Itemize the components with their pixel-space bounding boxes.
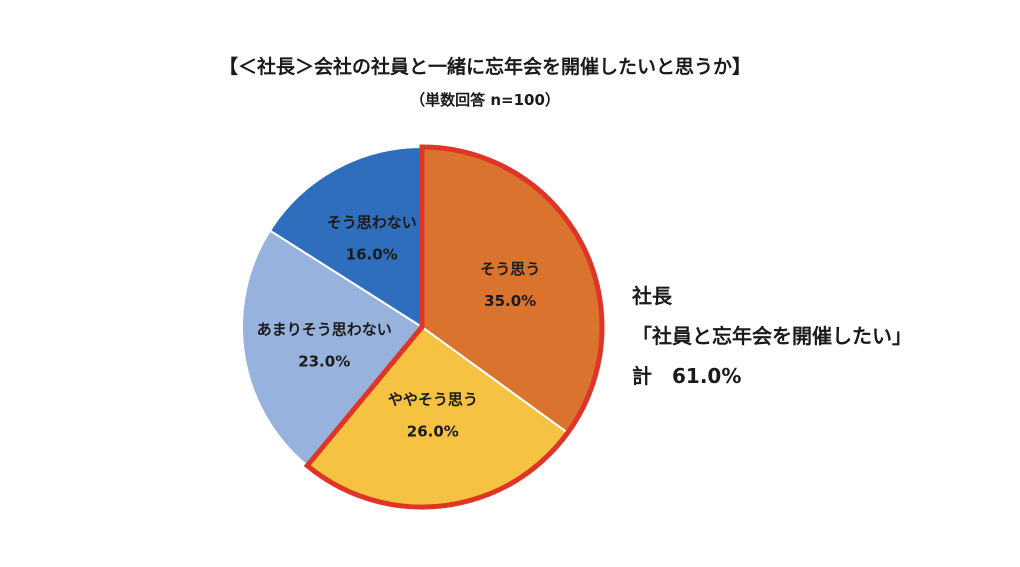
slice-value-somewhat-agree: 26.0% (407, 423, 459, 441)
callout-line-total: 計 61.0% (632, 364, 742, 388)
slice-label-somewhat-agree: ややそう思う (388, 391, 478, 409)
slice-value-somewhat-disagree: 23.0% (298, 352, 350, 370)
slice-label-strongly-agree: そう思う (480, 260, 540, 278)
chart-title: 【＜社長＞会社の社員と一緒に忘年会を開催したいと思うか】 (218, 56, 751, 78)
slice-value-strongly-disagree: 16.0% (346, 246, 398, 264)
chart-subtitle: （単数回答 n=100） (410, 91, 560, 109)
pie-slice-somewhat-disagree (241, 229, 424, 468)
slice-value-strongly-agree: 35.0% (484, 292, 536, 310)
highlight-outline (303, 144, 605, 510)
slice-label-somewhat-disagree: あまりそう思わない (257, 320, 392, 338)
callout-line-role: 社長 (632, 284, 672, 308)
pie-slice-strongly-disagree (268, 145, 423, 329)
callout-summary: 社長 「社員と忘年会を開催したい」 計 61.0% (632, 276, 912, 396)
callout-line-statement: 「社員と忘年会を開催したい」 (632, 324, 912, 348)
slice-label-strongly-disagree: そう思わない (327, 214, 417, 232)
